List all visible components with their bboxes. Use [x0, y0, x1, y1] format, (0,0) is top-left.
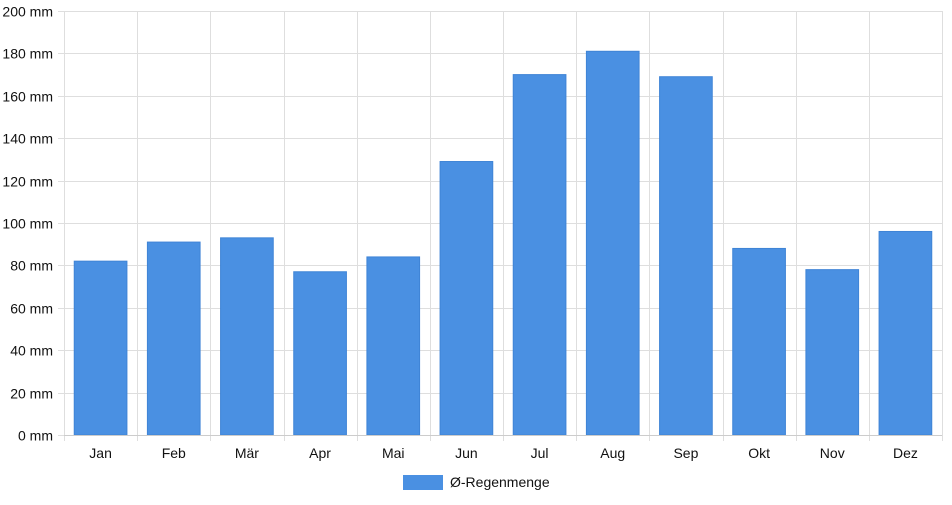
x-tick-label: Jun [455, 445, 478, 461]
y-tick-label: 40 mm [10, 343, 53, 359]
bar-nov[interactable] [805, 269, 860, 436]
legend-label: Ø-Regenmenge [450, 474, 550, 490]
x-tick-label: Apr [309, 445, 331, 461]
bar-jun[interactable] [439, 161, 494, 436]
x-tick-label: Sep [673, 445, 698, 461]
axis-layer: 0 mm 20 mm 40 mm 60 mm 80 mm 100 mm 120 mm 140 … [2, 4, 942, 461]
y-tick-label: 120 mm [2, 174, 53, 190]
bar-okt[interactable] [732, 247, 786, 436]
y-tick-label: 60 mm [10, 301, 53, 317]
bar-jan[interactable] [73, 260, 128, 436]
bar-sep[interactable] [659, 76, 713, 436]
x-tick-label: Nov [820, 445, 845, 461]
bars-layer [73, 50, 933, 436]
bar-aug[interactable] [585, 50, 640, 436]
y-tick-label: 200 mm [2, 4, 53, 20]
bar-dez[interactable] [878, 230, 933, 436]
grid-layer [58, 11, 943, 441]
x-tick-label: Feb [162, 445, 186, 461]
y-tick-label: 0 mm [18, 428, 53, 444]
x-tick-label: Mai [382, 445, 405, 461]
legend[interactable]: Ø-Regenmenge [403, 474, 550, 490]
bar-feb[interactable] [146, 241, 201, 436]
y-tick-label: 80 mm [10, 258, 53, 274]
y-tick-label: 180 mm [2, 46, 53, 62]
x-tick-label: Okt [748, 445, 770, 461]
y-tick-label: 20 mm [10, 386, 53, 402]
x-tick-label: Aug [600, 445, 625, 461]
y-tick-label: 160 mm [2, 89, 53, 105]
x-tick-label: Jan [89, 445, 112, 461]
legend-swatch [403, 475, 443, 490]
x-tick-label: Dez [893, 445, 918, 461]
bar-jul[interactable] [512, 74, 567, 436]
bar-apr[interactable] [293, 271, 347, 436]
y-tick-label: 100 mm [2, 216, 53, 232]
x-tick-label: Jul [531, 445, 549, 461]
bar-mär[interactable] [220, 237, 274, 436]
y-tick-label: 140 mm [2, 131, 53, 147]
bar-mai[interactable] [366, 256, 421, 436]
x-tick-label: Mär [235, 445, 259, 461]
